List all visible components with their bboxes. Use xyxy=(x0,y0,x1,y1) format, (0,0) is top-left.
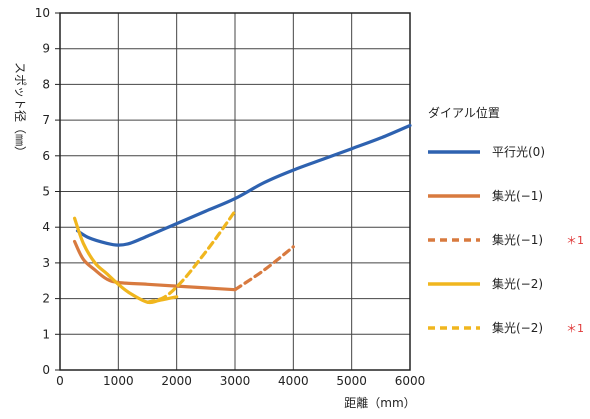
y-tick-label: 1 xyxy=(42,327,50,341)
x-tick-label: 4000 xyxy=(278,374,309,388)
legend: 平行光(0) 集光(−1) 集光(−1) ＊1 集光(−2) 集光(−2) ＊1 xyxy=(428,145,584,335)
legend-footnote-mark: ＊1 xyxy=(566,322,584,335)
series-line-1 xyxy=(75,123,412,247)
y-tick-label: 10 xyxy=(35,6,50,20)
y-axis-title: スポット径（㎜） xyxy=(13,62,27,158)
legend-item: 集光(−2) xyxy=(428,276,543,291)
y-tick-label: 7 xyxy=(42,113,50,127)
x-axis-title: 距離（mm） xyxy=(344,396,415,410)
gridlines xyxy=(59,12,411,371)
y-tick-label: 8 xyxy=(42,77,50,91)
x-tick-label: 3000 xyxy=(220,374,251,388)
series-line-5 xyxy=(145,209,237,304)
series-lines xyxy=(73,123,412,305)
legend-label: 集光(−1) xyxy=(492,188,543,203)
y-tick-label: 6 xyxy=(42,149,50,163)
legend-label: 集光(−2) xyxy=(492,320,543,335)
plot-frame xyxy=(59,12,411,371)
y-tick-label: 9 xyxy=(42,42,50,56)
series-line-3 xyxy=(233,245,295,292)
x-tick-label: 2000 xyxy=(161,374,192,388)
y-tick-label: 4 xyxy=(42,220,50,234)
legend-item: 平行光(0) xyxy=(428,145,545,159)
y-tick-label: 0 xyxy=(42,363,50,377)
legend-item: 集光(−2) ＊1 xyxy=(428,320,584,335)
y-tick-label: 3 xyxy=(42,256,50,270)
y-tick-label: 5 xyxy=(42,185,50,199)
legend-label: 平行光(0) xyxy=(492,145,545,159)
legend-label: 集光(−1) xyxy=(492,232,543,247)
legend-item: 集光(−1) xyxy=(428,188,543,203)
legend-item: 集光(−1) ＊1 xyxy=(428,232,584,247)
x-tick-label: 6000 xyxy=(395,374,426,388)
legend-footnote-mark: ＊1 xyxy=(566,234,584,247)
y-tick-label: 2 xyxy=(42,292,50,306)
x-tick-label: 0 xyxy=(56,374,64,388)
axes: 0 1000 2000 3000 4000 5000 6000 0 1 2 3 4 5 6 7 8 9 10 xyxy=(35,6,426,388)
legend-title: ダイアル位置 xyxy=(428,105,500,120)
legend-label: 集光(−2) xyxy=(492,276,543,291)
x-tick-label: 1000 xyxy=(103,374,134,388)
x-tick-label: 5000 xyxy=(336,374,367,388)
